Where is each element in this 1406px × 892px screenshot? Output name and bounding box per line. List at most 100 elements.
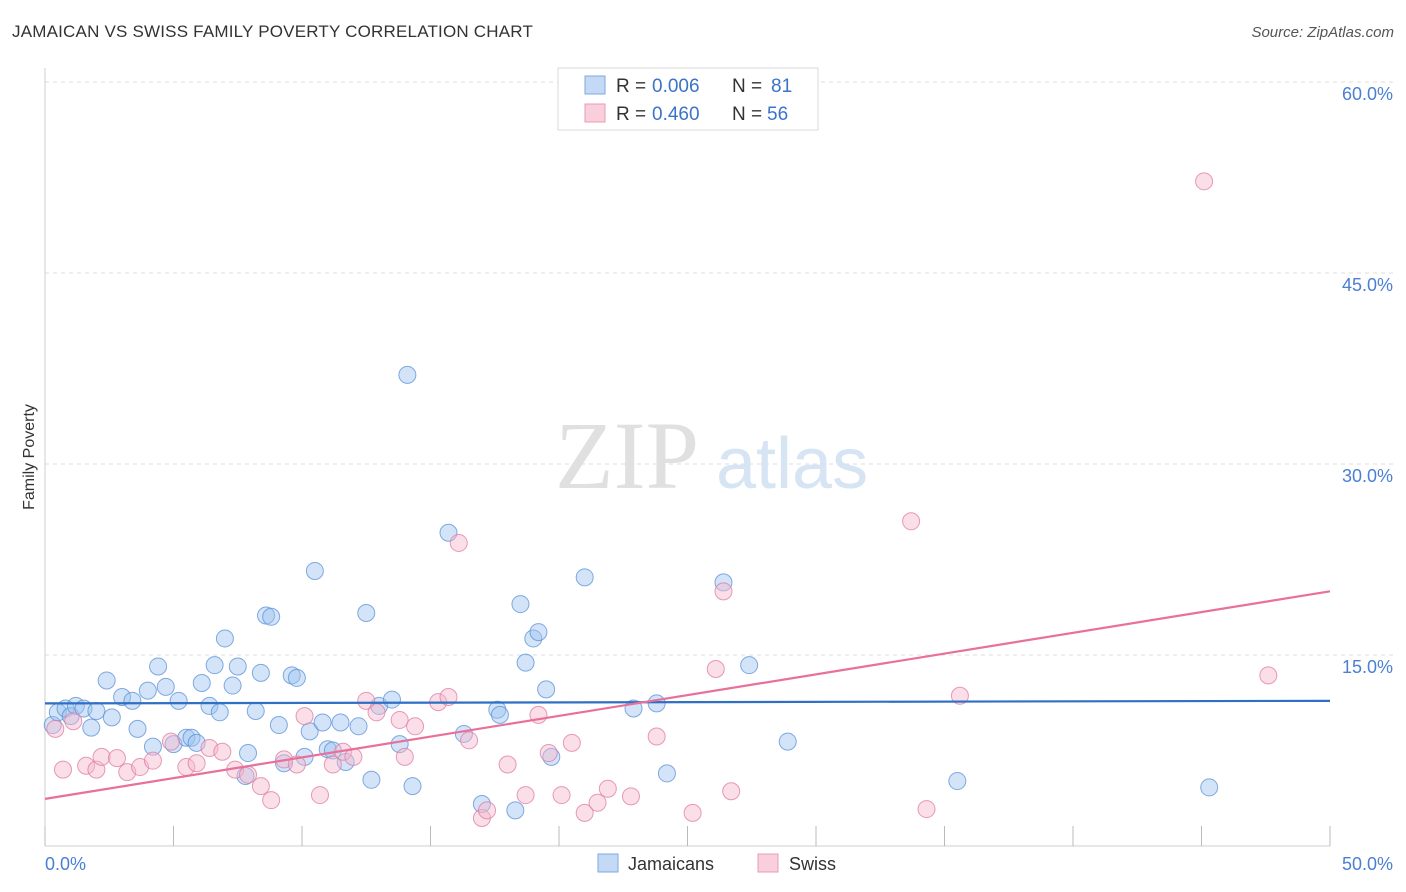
swiss-point-53: [917, 800, 936, 819]
jamaicans-point-14: [143, 737, 162, 756]
bottom-legend-swatch-swiss: [757, 853, 779, 873]
legend: R = 0.006 N = 81 R = 0.460 N = 56: [557, 67, 819, 131]
jamaicans-point-26: [215, 629, 234, 648]
swiss-point-29: [395, 747, 414, 766]
jamaicans-point-38: [287, 668, 306, 687]
legend-n-value-swiss: 56: [767, 104, 788, 125]
swiss-point-46: [621, 787, 640, 806]
swiss-point-34: [460, 731, 479, 750]
swiss-point-12: [187, 754, 206, 773]
legend-r-label-jamaicans: R =: [616, 76, 646, 97]
y-tick-label-45: 45.0%: [1342, 275, 1393, 295]
jamaicans-point-59: [490, 705, 509, 724]
swiss-point-6: [107, 749, 126, 768]
jamaicans-point-48: [357, 603, 376, 622]
jamaicans-point-23: [200, 696, 219, 715]
jamaicans-trend-line: [44, 699, 1331, 705]
jamaicans-point-11: [123, 691, 142, 710]
x-tick-label-min: 0.0%: [45, 854, 86, 874]
jamaicans-point-42: [313, 713, 332, 732]
jamaicans-point-6: [82, 718, 101, 737]
swiss-point-54: [950, 686, 969, 705]
swiss-point-45: [598, 779, 617, 798]
y-tick-label-15: 15.0%: [1342, 657, 1393, 677]
jamaicans-point-73: [778, 732, 797, 751]
swiss-point-40: [539, 744, 558, 763]
jamaicans-point-31: [246, 702, 265, 721]
x-ticks: [44, 826, 1331, 846]
y-axis-label: Family Poverty: [21, 404, 38, 510]
swiss-point-23: [323, 755, 342, 774]
swiss-point-3: [77, 756, 96, 775]
swiss-point-10: [161, 732, 180, 751]
swiss-point-22: [310, 786, 329, 805]
y-tick-label-60: 60.0%: [1342, 84, 1393, 104]
jamaicans-point-10: [113, 688, 132, 707]
swiss-point-51: [722, 782, 741, 801]
jamaicans-point-58: [488, 700, 507, 719]
jamaicans-point-47: [349, 717, 368, 736]
jamaicans-point-15: [149, 657, 168, 676]
swiss-point-38: [516, 786, 535, 805]
jamaicans-point-9: [102, 708, 121, 727]
jamaicans-point-61: [511, 595, 530, 614]
swiss-point-20: [287, 755, 306, 774]
swiss-point-32: [439, 688, 458, 707]
swiss-point-33: [449, 533, 468, 552]
legend-n-value-jamaicans: 81: [771, 76, 792, 97]
jamaicans-point-69: [647, 694, 666, 713]
jamaicans-point-30: [239, 744, 258, 763]
swiss-point-27: [367, 703, 386, 722]
jamaicans-point-53: [398, 365, 417, 384]
jamaicans-point-51: [382, 690, 401, 709]
jamaicans-point-41: [305, 561, 324, 580]
swiss-point-17: [251, 777, 270, 796]
x-tick-label-max: 50.0%: [1342, 854, 1393, 874]
swiss-point-42: [562, 733, 581, 752]
jamaicans-point-27: [223, 676, 242, 695]
jamaicans-point-18: [169, 691, 188, 710]
bottom-legend: Jamaicans Swiss: [597, 853, 836, 874]
watermark-zip: ZIP: [555, 402, 699, 509]
swiss-point-30: [406, 717, 425, 736]
jamaicans-point-35: [269, 716, 288, 735]
jamaicans-point-72: [740, 656, 759, 675]
swiss-point-9: [143, 751, 162, 770]
jamaicans-point-13: [138, 681, 157, 700]
jamaicans-point-74: [948, 772, 967, 791]
jamaicans-point-54: [403, 777, 422, 796]
bottom-legend-swatch-jamaicans: [597, 853, 619, 873]
swiss-point-47: [647, 727, 666, 746]
swiss-point-49: [706, 660, 725, 679]
swiss-point-41: [552, 786, 571, 805]
legend-r-label-swiss: R =: [616, 104, 646, 125]
jamaicans-point-49: [362, 770, 381, 789]
jamaicans-point-60: [506, 801, 525, 820]
jamaicans-point-25: [210, 703, 229, 722]
bottom-legend-label-jamaicans: Jamaicans: [628, 854, 714, 874]
jamaicans-point-62: [516, 653, 535, 672]
bottom-legend-label-swiss: Swiss: [789, 854, 836, 874]
swiss-points: [46, 172, 1278, 827]
swiss-point-48: [683, 803, 702, 822]
swiss-point-1: [53, 760, 72, 779]
jamaicans-point-20: [182, 728, 201, 747]
legend-r-value-jamaicans: 0.006: [652, 76, 700, 97]
jamaicans-point-34: [262, 607, 281, 626]
swiss-point-43: [575, 803, 594, 822]
jamaicans-point-8: [97, 671, 116, 690]
swiss-point-2: [64, 712, 83, 731]
jamaicans-point-67: [575, 568, 594, 587]
jamaicans-point-64: [529, 623, 548, 642]
jamaicans-point-32: [251, 663, 270, 682]
chart-source: Source: ZipAtlas.com: [1251, 24, 1394, 41]
jamaicans-point-19: [177, 728, 196, 747]
legend-swatch-swiss: [584, 103, 606, 123]
swiss-point-52: [902, 512, 921, 531]
swiss-point-5: [92, 747, 111, 766]
swiss-point-44: [588, 793, 607, 812]
swiss-point-26: [357, 691, 376, 710]
legend-swatch-jamaicans: [584, 75, 606, 95]
trend-lines: [44, 590, 1331, 800]
